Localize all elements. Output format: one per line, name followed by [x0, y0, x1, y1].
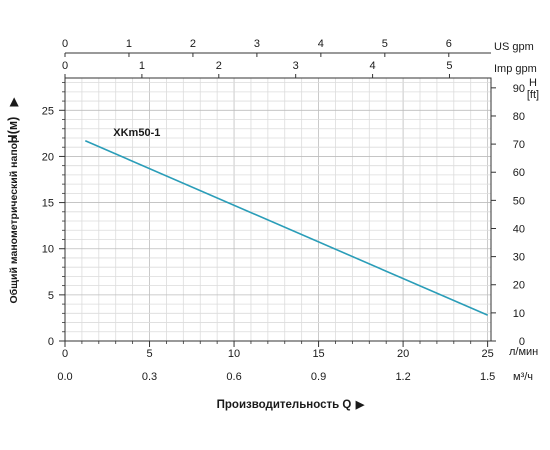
imp-gpm-tick-label: 0 — [62, 60, 68, 72]
imp-gpm-tick-label: 1 — [139, 60, 145, 72]
m3h-tick-label: 1.5 — [480, 371, 495, 383]
x-tick-label: 25 — [481, 348, 493, 360]
us-gpm-tick-label: 3 — [254, 38, 260, 50]
x-tick-label: 15 — [312, 348, 324, 360]
m3h-tick-label: 0.0 — [57, 371, 72, 383]
y-tick-label: 25 — [42, 105, 54, 117]
ft-tick-label: 80 — [513, 111, 525, 123]
ft-tick-label: 50 — [513, 195, 525, 207]
m3h-tick-label: 0.9 — [311, 371, 326, 383]
ft-tick-label: 30 — [513, 252, 525, 264]
imp-gpm-tick-label: 4 — [370, 60, 376, 72]
ft-tick-label: 10 — [513, 308, 525, 320]
us-gpm-tick-label: 0 — [62, 38, 68, 50]
y-tick-label: 0 — [48, 336, 54, 348]
us-gpm-tick-label: 6 — [446, 38, 452, 50]
imp-gpm-tick-label: 5 — [446, 60, 452, 72]
l-min-unit-label: л/мин — [509, 346, 538, 358]
y-tick-label: 5 — [48, 290, 54, 302]
us-gpm-tick-label: 2 — [190, 38, 196, 50]
us-gpm-tick-label: 1 — [126, 38, 132, 50]
us-gpm-unit-label: US gpm — [494, 41, 534, 53]
x-tick-label: 5 — [146, 348, 152, 360]
m3h-tick-label: 0.3 — [142, 371, 157, 383]
x-tick-label: 10 — [228, 348, 240, 360]
x-axis-title: Производительность Q — [217, 399, 352, 411]
m3h-tick-label: 1.2 — [395, 371, 410, 383]
y-tick-label: 10 — [42, 244, 54, 256]
imp-gpm-unit-label: Imp gpm — [494, 63, 537, 75]
ft-tick-label: 70 — [513, 139, 525, 151]
imp-gpm-tick-label: 2 — [216, 60, 222, 72]
imp-gpm-tick-label: 3 — [293, 60, 299, 72]
ft-tick-label: 40 — [513, 223, 525, 235]
y-axis-symbol: H(м) — [6, 117, 20, 144]
ft-tick-label: 0 — [519, 336, 525, 348]
series-line — [84, 140, 488, 316]
x-tick-label: 0 — [62, 348, 68, 360]
x-tick-label: 20 — [397, 348, 409, 360]
series-label: XKm50-1 — [113, 127, 160, 139]
chart-series: XKm50-1 — [84, 127, 488, 316]
us-gpm-tick-label: 4 — [318, 38, 324, 50]
y-axis-title: Общий манометрический напор — [8, 137, 20, 304]
ft-axis-unit-label: [ft] — [527, 89, 539, 101]
x-axis-arrow: ▶ — [355, 399, 365, 411]
y-tick-label: 20 — [42, 151, 54, 163]
us-gpm-tick-label: 5 — [382, 38, 388, 50]
m3h-unit-label: м³/ч — [513, 371, 533, 383]
ft-axis-h-label: H — [529, 77, 537, 89]
ft-tick-label: 90 — [513, 83, 525, 95]
chart-axes: 0 5 10 15 20 250.0 0.3 0.6 0.9 1.2 1.50 1 2 3 4 5 60 1 2 3 4… — [42, 38, 525, 383]
ft-tick-label: 20 — [513, 280, 525, 292]
y-axis-arrow: ▶ — [8, 97, 20, 107]
y-axis-title-group: Общий манометрический напор H(м) ▶ — [6, 97, 20, 303]
chart-grid — [65, 78, 491, 341]
plot-area — [64, 77, 492, 342]
ft-tick-label: 60 — [513, 167, 525, 179]
m3h-tick-label: 0.6 — [226, 371, 241, 383]
y-tick-label: 15 — [42, 198, 54, 210]
